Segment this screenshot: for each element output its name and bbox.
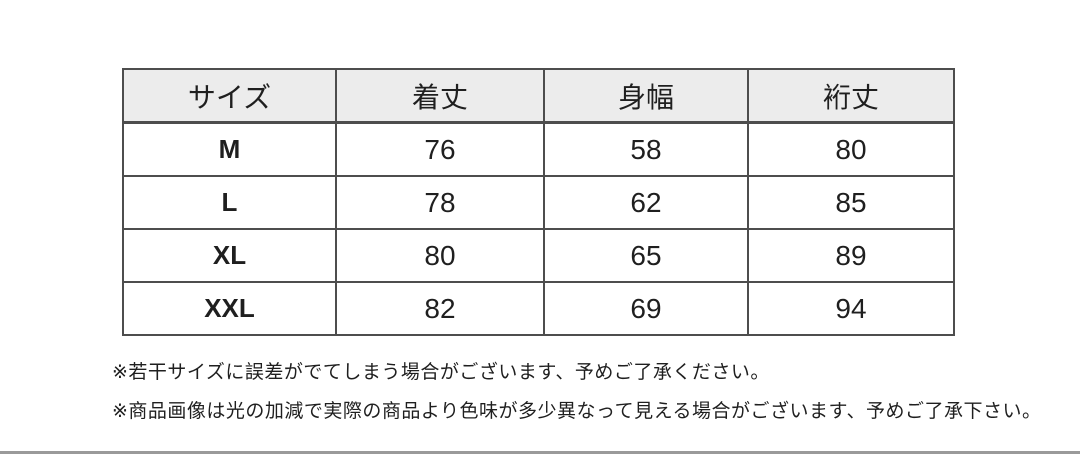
value-cell: 65 [543, 228, 749, 283]
size-label: M [122, 121, 337, 177]
size-label: XL [122, 228, 337, 283]
header-row: サイズ 着丈 身幅 裄丈 [122, 68, 955, 124]
note-size-tolerance: ※若干サイズに誤差がでてしまう場合がございます、予めご了承ください。 [112, 362, 770, 383]
value-cell: 82 [335, 281, 545, 336]
value-cell: 76 [335, 121, 545, 177]
size-label: XXL [122, 281, 337, 336]
size-label: L [122, 175, 337, 230]
column-header-size: サイズ [122, 68, 337, 124]
value-cell: 85 [747, 175, 955, 230]
value-cell: 80 [335, 228, 545, 283]
size-chart-table: サイズ 着丈 身幅 裄丈 M 76 58 80 L 78 62 85 XL 80 [122, 68, 955, 336]
value-cell: 78 [335, 175, 545, 230]
column-header-body-length: 着丈 [335, 68, 545, 124]
value-cell: 58 [543, 121, 749, 177]
column-header-sleeve-length: 裄丈 [747, 68, 955, 124]
note-color-difference: ※商品画像は光の加減で実際の商品より色味が多少異なって見える場合がございます、予… [112, 401, 1042, 422]
value-cell: 80 [747, 121, 955, 177]
value-cell: 94 [747, 281, 955, 336]
table-row-m: M 76 58 80 [122, 121, 955, 177]
value-cell: 62 [543, 175, 749, 230]
value-cell: 69 [543, 281, 749, 336]
column-header-body-width: 身幅 [543, 68, 749, 124]
table-row-xl: XL 80 65 89 [122, 228, 955, 283]
table-row-l: L 78 62 85 [122, 175, 955, 230]
value-cell: 89 [747, 228, 955, 283]
bottom-divider [0, 451, 1080, 454]
table-row-xxl: XXL 82 69 94 [122, 281, 955, 336]
